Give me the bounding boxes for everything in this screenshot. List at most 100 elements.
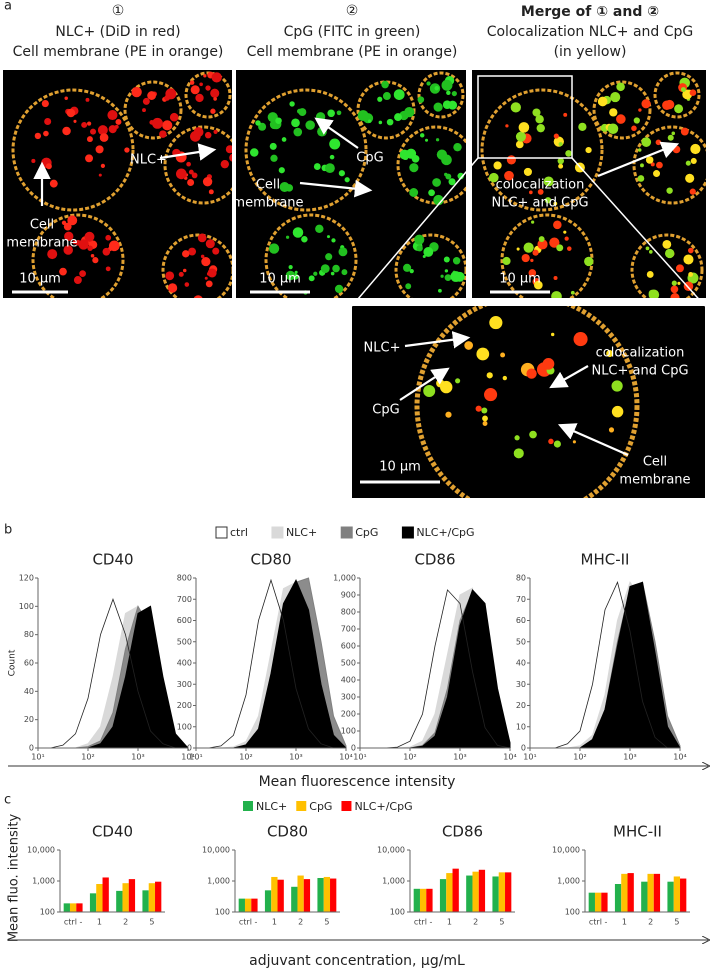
bar: [148, 883, 156, 912]
vesicle: [201, 257, 211, 267]
x-tick-label: 10²: [239, 753, 252, 762]
image-bg: [236, 70, 466, 298]
vesicle: [45, 163, 52, 170]
vesicle: [451, 90, 457, 97]
vesicle: [553, 275, 558, 280]
vesicle: [308, 275, 315, 282]
vesicle: [631, 125, 637, 132]
vesicle: [656, 161, 663, 169]
image-bg: [352, 306, 705, 498]
bar: [89, 893, 97, 912]
legend-label: NLC+/CpG: [354, 800, 412, 813]
vesicle: [338, 247, 348, 257]
vesicle: [85, 97, 90, 102]
column-heading: NLC+ (DiD in red): [55, 24, 180, 40]
cells: [480, 71, 706, 298]
vesicle: [409, 188, 419, 197]
vesicle: [553, 440, 561, 448]
vesicle: [324, 163, 335, 174]
column-heading: Merge of ① and ②: [521, 4, 659, 20]
vesicle: [386, 118, 394, 126]
vesicle: [315, 224, 324, 234]
annotation: membrane: [232, 196, 303, 211]
y-tick-label: 10: [516, 722, 526, 731]
vesicle: [334, 284, 344, 294]
x-tick-label: 5: [324, 918, 329, 927]
vesicle: [394, 113, 402, 122]
cell-membrane: [161, 233, 232, 298]
vesicle: [409, 163, 419, 173]
scale-label: 10 µm: [499, 272, 541, 287]
annotation: colocalization: [496, 178, 585, 193]
panel-label: a: [4, 0, 12, 14]
vesicle: [556, 244, 564, 252]
vesicle: [533, 280, 543, 290]
cell-membrane: [414, 306, 640, 498]
y-tick-label: 80: [24, 630, 34, 639]
vesicle: [637, 175, 645, 182]
vesicle: [416, 245, 423, 252]
y-tick-label: 400: [341, 676, 356, 685]
vesicle: [476, 347, 490, 361]
y-tick-label: 600: [177, 616, 192, 625]
vesicle: [666, 187, 673, 194]
vesicle: [66, 108, 76, 118]
x-tick-label: ctrl -: [414, 918, 433, 927]
vesicle: [275, 117, 282, 124]
vesicle: [220, 159, 230, 169]
vesicle: [648, 250, 653, 254]
bar: [297, 875, 304, 912]
x-tick-label: 2: [123, 918, 128, 927]
legend-label: CpG: [309, 800, 332, 813]
vesicle: [573, 332, 588, 347]
cell-membrane: [630, 233, 704, 298]
x-tick-label: 10²: [81, 753, 94, 762]
y-tick-label: 0: [521, 744, 526, 753]
vesicle: [432, 178, 441, 187]
y-tick-label: 200: [177, 701, 192, 710]
vesicle: [205, 280, 213, 288]
legend-label: NLC+: [256, 800, 287, 813]
y-tick-label: 400: [177, 659, 192, 668]
legend-swatch: [271, 526, 284, 539]
y-tick-label: 100: [19, 602, 34, 611]
vesicle: [434, 85, 439, 91]
vesicle: [87, 245, 93, 251]
vesicle: [278, 167, 285, 174]
vesicle: [510, 102, 521, 113]
vesicle: [675, 264, 684, 273]
vesicle: [189, 80, 195, 85]
y-tick-label: 600: [341, 642, 356, 651]
vesicle: [131, 86, 142, 98]
vesicle: [329, 138, 341, 150]
x-tick-label: 5: [674, 918, 679, 927]
x-tick-label: 10³: [453, 753, 466, 762]
vesicle: [423, 385, 436, 398]
panel-label: c: [4, 793, 11, 808]
bar: [277, 879, 284, 912]
vesicle: [79, 270, 86, 277]
vesicle: [409, 269, 414, 274]
vesicle: [338, 170, 345, 177]
y-tick-label: 30: [516, 680, 526, 689]
bar: [96, 884, 103, 912]
bar: [419, 888, 427, 912]
x-tick-label: 1: [272, 918, 277, 927]
vesicle: [433, 194, 444, 206]
x-tick-label: ctrl -: [589, 918, 608, 927]
bar: [601, 892, 608, 912]
cell-membrane: [417, 71, 465, 119]
y-tick-label: 100: [40, 908, 55, 917]
vesicle: [515, 131, 527, 142]
vesicle: [428, 189, 435, 197]
vesicle: [506, 155, 517, 165]
vesicle: [482, 415, 488, 422]
vesicle: [92, 257, 99, 264]
vesicle: [195, 93, 204, 103]
vesicle: [445, 173, 452, 180]
vesicle: [671, 280, 677, 286]
vesicle: [570, 290, 575, 295]
cell-membrane: [264, 213, 358, 298]
bar: [472, 871, 479, 912]
annotation: Cell: [256, 178, 280, 193]
